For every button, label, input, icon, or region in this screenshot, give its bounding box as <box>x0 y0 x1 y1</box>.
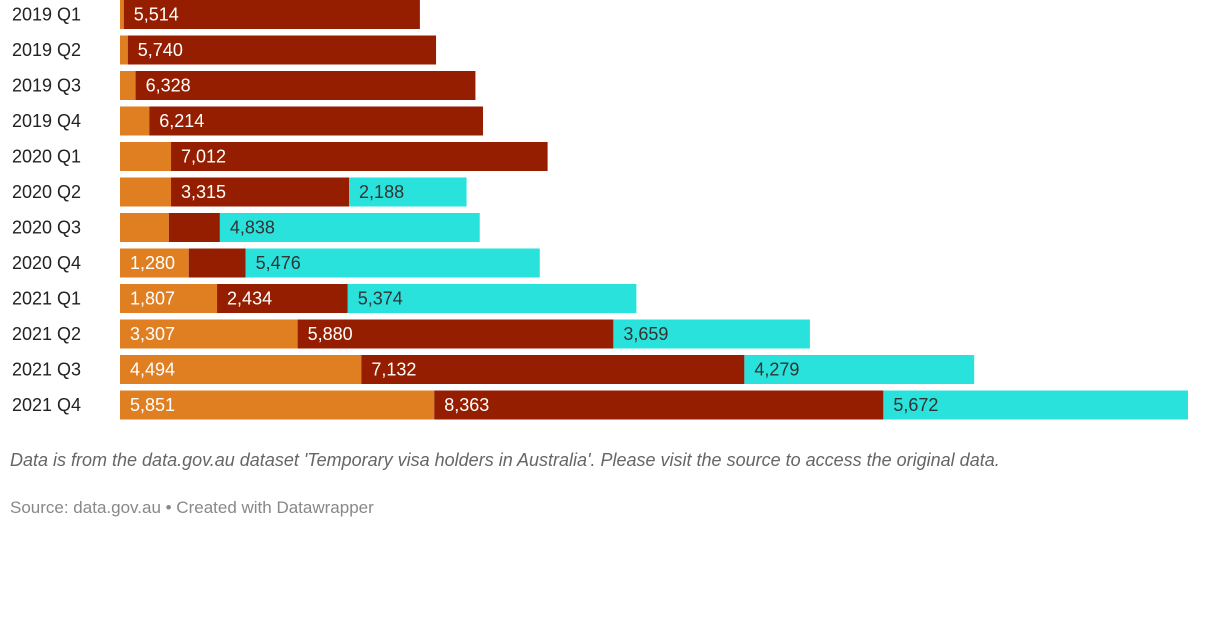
bar-segment-series-3 <box>219 213 480 242</box>
bar-segment-series-3 <box>613 319 810 349</box>
category-label: 2019 Q1 <box>12 5 81 25</box>
data-label: 5,740 <box>138 40 183 60</box>
stacked-bar-chart: 2019 Q1 5,514 2019 Q2 5,740 2019 Q3 6,328 2019… <box>12 0 1188 420</box>
bar-segment-series-2 <box>434 390 884 420</box>
data-label: 4,494 <box>130 360 175 380</box>
data-label: 3,659 <box>623 324 668 344</box>
data-label: 5,374 <box>358 289 403 309</box>
data-label: 2,434 <box>227 289 272 309</box>
data-label: 2,188 <box>359 182 404 202</box>
category-label: 2021 Q3 <box>12 360 81 380</box>
bar-segment-series-2 <box>217 284 348 313</box>
data-label: 1,280 <box>130 253 175 273</box>
bar-segment-series-3 <box>883 390 1188 420</box>
data-label: 6,214 <box>159 111 204 131</box>
category-label: 2020 Q3 <box>12 218 81 238</box>
bar-segment-series-2 <box>171 142 548 171</box>
bar-segment-series-1 <box>120 142 172 171</box>
category-label: 2020 Q4 <box>12 253 81 273</box>
bar-segment-series-1 <box>120 71 136 100</box>
bar-segment-series-2 <box>168 213 220 242</box>
category-label: 2019 Q4 <box>12 111 81 131</box>
category-label: 2020 Q2 <box>12 182 81 202</box>
data-label: 5,880 <box>308 324 353 344</box>
category-label: 2019 Q3 <box>12 76 81 96</box>
data-label: 5,514 <box>134 5 179 25</box>
bar-segment-series-2 <box>188 248 246 278</box>
bar-segment-series-1 <box>120 355 362 384</box>
category-label: 2021 Q2 <box>12 324 81 344</box>
bar-segment-series-1 <box>120 177 172 207</box>
bar-segment-series-2 <box>123 0 420 29</box>
category-label: 2021 Q1 <box>12 289 81 309</box>
data-note: Data is from the data.gov.au dataset 'Te… <box>10 450 1000 470</box>
bar-segment-series-2 <box>171 177 350 207</box>
data-label: 4,279 <box>754 360 799 380</box>
data-label: 4,838 <box>230 218 275 238</box>
data-label: 8,363 <box>444 395 489 415</box>
category-label: 2019 Q2 <box>12 40 81 60</box>
data-label: 1,807 <box>130 289 175 309</box>
bar-segment-series-3 <box>744 355 975 384</box>
data-label: 6,328 <box>146 76 191 96</box>
bar-segment-series-1 <box>120 35 128 65</box>
bar-segment-series-1 <box>120 319 298 349</box>
data-label: 5,851 <box>130 395 175 415</box>
bar-segment-series-2 <box>149 106 483 136</box>
data-label: 7,012 <box>181 147 226 167</box>
data-label: 7,132 <box>371 360 416 380</box>
bar-segment-series-3 <box>245 248 540 278</box>
data-label: 5,672 <box>893 395 938 415</box>
bar-segment-series-2 <box>361 355 745 384</box>
bar-segment-series-2 <box>127 35 437 65</box>
category-label: 2021 Q4 <box>12 395 81 415</box>
category-label: 2020 Q1 <box>12 147 81 167</box>
data-label: 5,476 <box>256 253 301 273</box>
bar-segment-series-1 <box>120 106 150 136</box>
bar-segment-series-3 <box>349 177 467 207</box>
bar-segment-series-1 <box>120 213 169 242</box>
bar-segment-series-3 <box>347 284 637 313</box>
bar-segment-series-2 <box>297 319 614 349</box>
data-label: 3,307 <box>130 324 175 344</box>
bar-segment-series-1 <box>120 390 435 420</box>
bar-segment-series-1 <box>120 248 189 278</box>
bar-segment-series-2 <box>135 71 476 100</box>
bar-segment-series-1 <box>120 284 218 313</box>
data-label: 3,315 <box>181 182 226 202</box>
source-line: Source: data.gov.au • Created with Dataw… <box>10 498 374 517</box>
bar-segment-series-1 <box>120 0 124 29</box>
